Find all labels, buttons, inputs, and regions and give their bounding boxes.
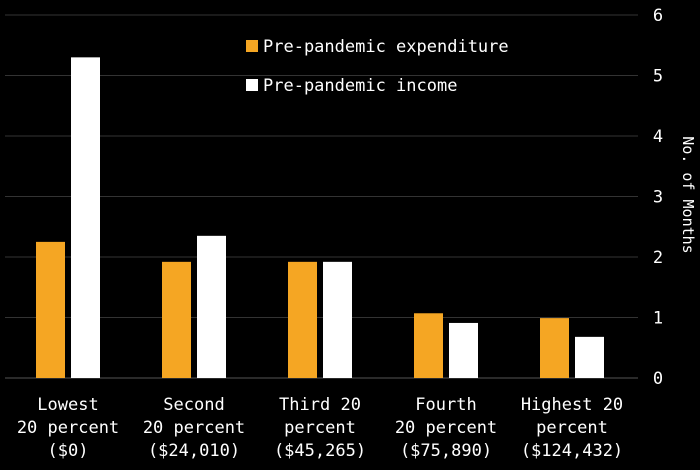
y-tick-label: 5	[653, 67, 663, 87]
bar-income	[323, 261, 352, 378]
x-axis-categories: Lowest 20 percent ($0) Second 20 percent ($24…	[17, 395, 623, 461]
x-category-label: Third 20	[279, 395, 361, 415]
y-tick-label: 1	[653, 309, 663, 329]
bar-expenditure	[414, 313, 443, 378]
y-tick-label: 6	[653, 6, 663, 26]
bar-expenditure	[540, 318, 569, 378]
x-category-label: 20 percent	[143, 418, 245, 438]
x-category-label: Fourth	[415, 395, 476, 415]
legend-swatch	[246, 79, 258, 91]
bar-expenditure	[162, 261, 191, 378]
y-tick-label: 0	[653, 369, 663, 389]
legend-label: Pre-pandemic income	[263, 76, 457, 96]
x-category-label: ($0)	[48, 441, 89, 461]
bar-income	[449, 322, 478, 378]
y-axis-title: No. of Months	[679, 136, 697, 253]
x-category-label: 20 percent	[395, 418, 497, 438]
bar-expenditure	[288, 261, 317, 378]
x-category-label: percent	[536, 418, 608, 438]
x-category-label: ($75,890)	[400, 441, 492, 461]
x-category-label: percent	[284, 418, 356, 438]
bar-income	[197, 235, 226, 378]
bar-expenditure	[36, 241, 65, 378]
legend-swatch	[246, 40, 258, 52]
legend: Pre-pandemic expenditure Pre-pandemic inc…	[246, 37, 509, 96]
bar-income	[71, 57, 100, 378]
x-category-label: ($24,010)	[148, 441, 240, 461]
y-axis-ticks: 0 1 2 3 4 5 6	[653, 6, 663, 389]
x-category-label: ($124,432)	[521, 441, 623, 461]
y-tick-label: 2	[653, 248, 663, 268]
y-tick-label: 3	[653, 188, 663, 208]
x-category-label: 20 percent	[17, 418, 119, 438]
y-tick-label: 4	[653, 127, 663, 147]
x-category-label: ($45,265)	[274, 441, 366, 461]
x-category-label: Second	[163, 395, 224, 415]
bar-income	[575, 336, 604, 378]
bars	[36, 57, 604, 378]
x-category-label: Lowest	[37, 395, 98, 415]
legend-label: Pre-pandemic expenditure	[263, 37, 509, 57]
gridlines	[5, 14, 638, 379]
x-category-label: Highest 20	[521, 395, 623, 415]
